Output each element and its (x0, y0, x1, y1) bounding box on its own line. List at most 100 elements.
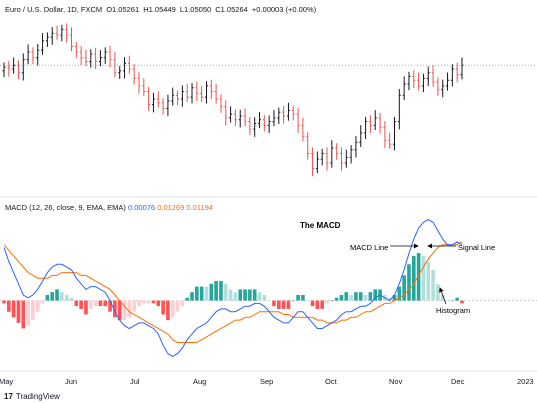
price-candle (243, 108, 247, 127)
histogram-bar (363, 294, 368, 301)
histogram-bar (146, 300, 151, 304)
histogram-bar (35, 300, 40, 312)
price-candle (55, 25, 59, 40)
histogram-bar (40, 300, 45, 304)
price-candle (238, 109, 242, 128)
price-candle (69, 27, 73, 52)
time-axis-label: May (0, 377, 14, 386)
price-candle (248, 116, 252, 136)
price-candle (142, 78, 146, 97)
price-candle (397, 89, 401, 130)
price-candle (383, 121, 387, 149)
price-candle (344, 149, 348, 168)
histogram-bar (431, 269, 435, 301)
histogram-bar (7, 300, 11, 312)
price-candle (354, 136, 358, 158)
price-candle (315, 151, 319, 174)
histogram-bar (272, 300, 276, 307)
price-candle (417, 72, 421, 91)
price-candle (291, 105, 295, 121)
price-candle (368, 115, 372, 134)
histogram-bar (103, 300, 108, 307)
histogram-bar (223, 283, 228, 301)
price-candle (214, 83, 218, 104)
histogram-bar (60, 292, 64, 301)
histogram-bar (262, 294, 267, 301)
price-candle (306, 131, 310, 160)
price-candle (26, 44, 30, 65)
price-candle (378, 113, 382, 134)
time-axis-label: Sep (260, 377, 274, 386)
open-value: O1.05261 (106, 5, 140, 14)
histogram-bar (315, 300, 320, 309)
histogram-bar (267, 300, 271, 302)
price-candle (16, 60, 20, 79)
price-candle (455, 62, 459, 83)
histogram-bar (195, 286, 199, 301)
price-candle (7, 60, 11, 77)
price-candle (359, 125, 363, 147)
price-candle (204, 81, 208, 104)
price-candle (282, 106, 286, 124)
histogram-bar (276, 300, 281, 309)
price-candle (171, 87, 175, 106)
time-axis-label: Jul (130, 377, 140, 386)
histogram-bar (151, 300, 156, 304)
histogram-bar (55, 289, 59, 301)
price-candle (296, 107, 300, 134)
histogram-bar (450, 300, 455, 302)
histogram-value: 0.01194 (186, 203, 213, 212)
price-candle (233, 109, 237, 126)
histogram-bar (127, 300, 132, 318)
histogram-bar (50, 292, 55, 301)
price-candle (460, 57, 464, 80)
price-candle (41, 33, 45, 55)
histogram-bar (190, 292, 194, 301)
price-candle (267, 115, 271, 134)
macd-indicator-label: MACD (12, 26, close, 9, EMA, EMA) (5, 203, 126, 212)
price-candle (262, 115, 266, 132)
price-candle (335, 143, 339, 160)
histogram-bar (84, 300, 88, 315)
histogram-bar (166, 300, 170, 321)
price-candle (151, 92, 155, 113)
price-pane (0, 23, 537, 177)
histogram-bar (460, 300, 464, 304)
histogram-bar (185, 297, 190, 301)
price-candle (364, 116, 368, 140)
price-candle (426, 66, 430, 87)
histogram-bar (233, 292, 238, 301)
price-candle (388, 132, 392, 149)
time-axis-label: 2023 (517, 377, 534, 386)
price-candle (277, 107, 281, 125)
histogram-bar (16, 300, 21, 323)
price-candle (325, 147, 329, 171)
histogram-bar (137, 300, 141, 307)
histogram-bar (368, 292, 373, 301)
tradingview-brand: 17 TradingView (4, 392, 60, 401)
price-candle (113, 51, 117, 78)
histogram-bar (21, 300, 26, 329)
histogram-bar (402, 275, 406, 301)
price-candle (166, 94, 170, 117)
price-candle (123, 57, 127, 79)
histogram-bar (416, 253, 421, 301)
histogram-bar (325, 300, 329, 304)
price-candle (31, 47, 35, 64)
histogram-bar (397, 286, 402, 301)
price-candle (180, 85, 184, 107)
histogram-bar (330, 300, 334, 302)
histogram-bar (2, 300, 6, 304)
time-axis-label: Nov (389, 377, 403, 386)
price-candle (65, 23, 69, 43)
price-candle (229, 106, 233, 123)
change-value: +0.00003 (+0.00%) (251, 5, 317, 14)
histogram-bar (98, 300, 103, 307)
histogram-bar (204, 286, 209, 301)
time-axis-label: Jun (65, 377, 78, 386)
histogram-bar (79, 300, 83, 309)
histogram-bar (286, 300, 291, 309)
price-candle (450, 64, 454, 87)
histogram-bar (117, 300, 122, 321)
